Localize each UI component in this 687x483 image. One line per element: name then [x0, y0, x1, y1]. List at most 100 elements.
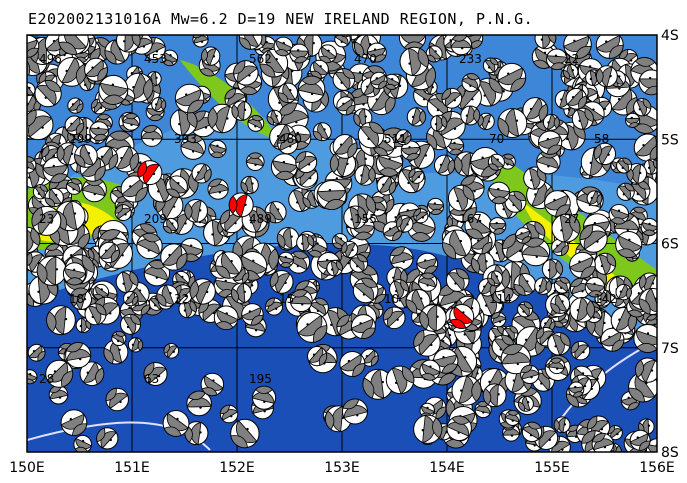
event-label: 10	[384, 292, 399, 306]
focal-mechanism	[579, 224, 608, 253]
focal-mechanism	[405, 288, 431, 314]
focal-mechanism	[230, 418, 260, 449]
focal-mechanism	[413, 329, 441, 357]
focal-mechanism	[62, 262, 87, 286]
focal-mechanism	[546, 48, 568, 71]
focal-mechanism	[633, 133, 657, 162]
map-frame	[26, 34, 658, 453]
lat-tick-label: 6S	[661, 237, 679, 253]
highlighted-focal-mechanism	[449, 303, 475, 329]
focal-mechanism	[162, 217, 179, 234]
focal-mechanism	[27, 369, 38, 385]
focal-mechanism	[273, 36, 294, 57]
focal-mechanism	[238, 35, 263, 50]
focal-mechanism	[64, 115, 85, 136]
event-label: 142	[594, 292, 617, 306]
lon-tick-label: 150E	[9, 460, 45, 476]
focal-mechanism	[395, 214, 414, 233]
focal-mechanism	[156, 284, 179, 307]
focal-mechanism	[289, 43, 310, 64]
focal-mechanism	[36, 255, 67, 286]
focal-mechanism	[497, 108, 528, 138]
focal-mechanism	[123, 290, 139, 307]
focal-mechanism	[625, 112, 641, 128]
event-label: 28	[39, 372, 54, 386]
focal-mechanism	[140, 124, 163, 147]
focal-mechanism	[514, 227, 532, 244]
focal-mechanism	[27, 35, 40, 58]
focal-mechanism	[470, 251, 495, 275]
focal-mechanism	[269, 269, 294, 294]
lon-tick-label: 155E	[534, 460, 570, 476]
focal-mechanism	[461, 73, 481, 93]
event-label: 63	[144, 372, 159, 386]
focal-mechanism	[504, 190, 527, 213]
focal-mechanism	[84, 57, 109, 82]
focal-mechanism	[487, 181, 511, 205]
event-label: 393	[174, 132, 197, 146]
focal-mechanism	[417, 272, 438, 292]
focal-mechanism	[189, 278, 216, 305]
focal-mechanism	[571, 107, 594, 130]
focal-mechanism	[615, 230, 643, 259]
focal-mechanism	[616, 157, 633, 174]
focal-mechanism	[442, 229, 472, 260]
focal-mechanism	[633, 98, 652, 117]
highlighted-focal-mechanism	[228, 192, 254, 218]
focal-mechanism	[569, 296, 596, 323]
focal-mechanism	[42, 157, 69, 184]
focal-mechanism	[536, 149, 561, 175]
focal-mechanism	[638, 272, 657, 294]
focal-mechanism	[264, 201, 287, 224]
focal-mechanism	[332, 133, 358, 159]
focal-mechanism	[27, 109, 54, 141]
focal-mechanism	[629, 429, 651, 451]
focal-mechanism	[200, 372, 225, 397]
focal-mechanism	[163, 342, 180, 359]
focal-mechanism	[259, 48, 289, 78]
focal-mechanism	[487, 153, 505, 171]
focal-mechanism	[389, 246, 414, 271]
focal-mechanism	[398, 35, 427, 51]
focal-mechanism	[600, 327, 625, 352]
focal-mechanism	[245, 152, 265, 172]
focal-mechanism	[568, 381, 585, 398]
focal-mechanism	[450, 35, 472, 56]
focal-mechanism	[360, 348, 379, 367]
event-label: 453	[144, 52, 167, 66]
focal-mechanism	[362, 368, 394, 400]
focal-mechanism	[318, 44, 337, 64]
focal-mechanism	[297, 75, 326, 103]
focal-mechanism	[517, 301, 534, 318]
event-label: 70	[489, 132, 504, 146]
focal-mechanism	[385, 365, 415, 395]
focal-mechanism	[160, 243, 188, 271]
focal-mechanism	[32, 184, 49, 200]
focal-mechanism	[201, 46, 221, 66]
focal-mechanism	[161, 49, 179, 67]
focal-mechanism	[60, 409, 88, 437]
focal-mechanism	[464, 211, 493, 240]
focal-mechanism	[383, 73, 400, 90]
focal-mechanism	[277, 82, 299, 104]
map-area: 496 453 562 470 233 22 299 393 480 511 70 58 23 209 48…	[27, 35, 657, 452]
focal-mechanism	[357, 121, 385, 149]
focal-mechanism	[215, 251, 243, 279]
focal-mechanism	[277, 133, 299, 155]
lat-tick-label: 7S	[661, 341, 679, 357]
focal-mechanism	[92, 283, 110, 301]
focal-mechanism	[593, 142, 617, 166]
focal-mechanism	[593, 252, 617, 275]
lat-tick-label: 8S	[661, 445, 679, 461]
focal-mechanism	[504, 409, 521, 426]
focal-mechanism	[570, 340, 591, 361]
focal-mechanism	[213, 305, 239, 331]
focal-mechanism	[114, 204, 132, 222]
focal-mechanism	[591, 432, 615, 452]
focal-mechanism	[354, 164, 376, 186]
focal-mechanism	[34, 79, 62, 108]
focal-mechanism	[638, 69, 657, 96]
focal-mechanism	[219, 404, 239, 424]
focal-mechanism	[541, 258, 564, 280]
focal-mechanism	[534, 35, 557, 50]
